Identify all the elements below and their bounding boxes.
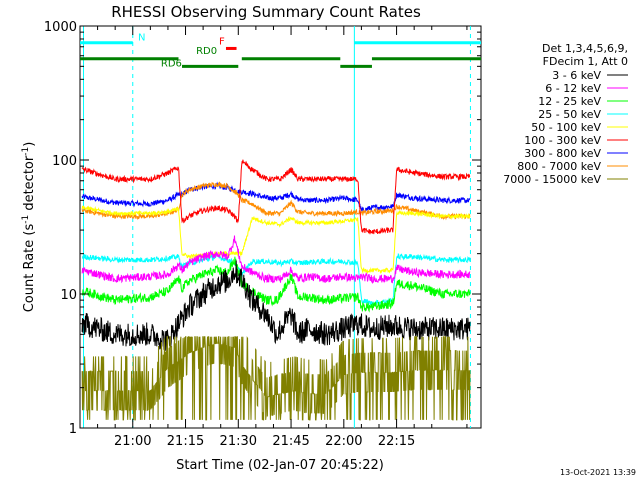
x-tick-label-3: 21:45 [272, 434, 309, 449]
series-line-7000to15000keV [81, 336, 471, 421]
x-tick-label-0: 21:00 [114, 434, 151, 449]
y-tick-label-3: 1000 [44, 20, 77, 35]
legend-label-3: 25 - 50 keV [538, 108, 601, 121]
annotation-f: F [219, 36, 225, 47]
x-tick-label-1: 21:15 [167, 434, 204, 449]
series-line-3to6keV [81, 260, 471, 351]
x-tick-label-5: 22:15 [378, 434, 415, 449]
legend-label-0: 3 - 6 keV [552, 69, 601, 82]
series-line-300to800keV [81, 181, 471, 213]
legend-header-0: Det 1,3,4,5,6,9, [542, 42, 628, 55]
y-label-part1: Count Rate (s [22, 224, 37, 313]
footer-timestamp: 13-Oct-2021 13:39 [560, 468, 636, 477]
series-line-100to300keV [81, 159, 471, 235]
chart-title: RHESSI Observing Summary Count Rates [111, 3, 421, 21]
legend-label-2: 12 - 25 keV [538, 95, 601, 108]
axis-ticks: 21:00 21:15 21:30 21:45 22:00 22:15 1 10 100 1000 [44, 20, 481, 449]
series-line-50to100keV [81, 205, 471, 275]
legend-label-6: 300 - 800 keV [524, 147, 601, 160]
plot-frame [79, 25, 482, 429]
annotation-rd0: RD0 [196, 46, 217, 57]
state-bars [80, 41, 481, 68]
legend-label-5: 100 - 300 keV [524, 134, 601, 147]
y-tick-label-0: 1 [69, 422, 77, 437]
series-line-12to25keV [81, 256, 471, 313]
series-group [81, 159, 471, 421]
y-label-part3: ) [22, 142, 37, 147]
y-label-sup1: -1 [21, 215, 31, 224]
y-tick-label-1: 10 [60, 288, 77, 303]
legend-label-4: 50 - 100 keV [531, 121, 601, 134]
legend-label-1: 6 - 12 keV [545, 82, 601, 95]
series-line-800to7000keV [81, 181, 471, 221]
y-axis-label: Count Rate (s-1 detector-1) [21, 142, 37, 313]
annotation-n: N [138, 32, 145, 43]
annotation-rd6: RD6 [161, 58, 182, 69]
y-label-part2: detector [22, 155, 37, 215]
legend-label-7: 800 - 7000 keV [517, 160, 601, 173]
legend: Det 1,3,4,5,6,9,FDecim 1, Att 03 - 6 keV… [503, 42, 628, 186]
series-line-6to12keV [81, 235, 471, 285]
y-tick-label-2: 100 [52, 154, 77, 169]
y-label-sup2: -1 [21, 147, 31, 156]
series-line-25to50keV [81, 252, 471, 308]
x-tick-label-2: 21:30 [220, 434, 257, 449]
x-axis-label: Start Time (02-Jan-07 20:45:22) [176, 458, 384, 473]
legend-label-8: 7000 - 15000 keV [503, 173, 601, 186]
x-tick-label-4: 22:00 [325, 434, 362, 449]
annotations-group: N RD0 RD6 F [138, 32, 225, 69]
legend-header-1: FDecim 1, Att 0 [543, 55, 628, 68]
